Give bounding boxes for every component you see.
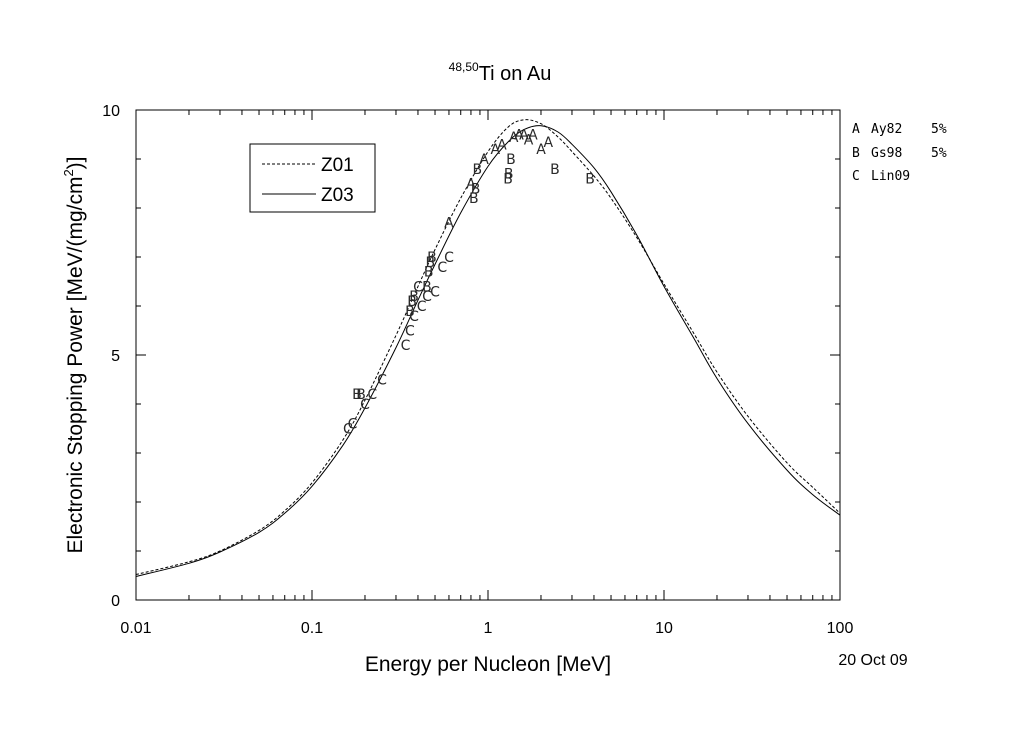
curve-legend-box [249,143,376,213]
data-point-b: B [504,167,514,183]
plot-frame [135,109,841,601]
data-point-c: C [437,260,447,276]
data-point-a: A [528,128,538,144]
data-point-b: B [352,387,362,403]
data-point-c: C [444,250,454,266]
data-point-a: A [524,132,534,148]
data-point-b: B [471,181,481,197]
data-point-c: C [430,284,440,300]
data-legend-name-b: Gs98 [871,146,902,161]
data-point-b: B [503,172,513,188]
y-tick-label: 5 [111,348,120,365]
data-legend-error-b: 5% [931,146,947,161]
x-axis-ticks [135,110,841,600]
data-point-b: B [469,191,479,207]
data-legend-name-c: Lin09 [871,169,910,184]
data-legend-marker-a: A [852,122,860,137]
data-legend-name-a: Ay82 [871,122,902,137]
data-point-c: C [422,289,432,305]
data-point-b: B [425,255,435,271]
x-tick-label: 10 [655,620,673,637]
data-point-a: A [490,142,500,158]
data-point-a: A [509,130,519,146]
data-source-legend: A Ay82 5% B Gs98 5% C Lin09 [852,122,947,184]
y-axis-label-sup: 2 [61,169,76,176]
data-point-c: C [367,387,377,403]
data-legend-row-c: C Lin09 [852,169,910,184]
x-tick-label: 1 [484,620,493,637]
legend-label-z03: Z03 [321,185,354,206]
data-point-b: B [405,304,415,320]
data-point-b: B [424,265,434,281]
data-legend-marker-b: B [852,146,860,161]
data-point-c: C [377,373,387,389]
data-point-a: A [514,128,524,144]
data-legend-row-a: A Ay82 5% [852,122,947,137]
data-point-b: B [407,294,417,310]
chart-title-superscript: 48,50 [449,60,479,74]
data-point-c: C [401,338,411,354]
x-axis-tick-labels: 0.01 0.1 1 10 100 [120,620,853,637]
data-point-c: C [348,417,358,433]
series-line-z01 [135,119,841,575]
y-tick-label: 10 [102,103,120,120]
curve-legend: Z01 Z03 [249,143,376,213]
x-tick-label: 0.1 [301,620,323,637]
data-point-b: B [585,172,595,188]
data-point-c: C [417,299,427,315]
series-line-z03 [135,125,841,577]
data-legend-row-b: B Gs98 5% [852,146,947,161]
data-point-a: A [536,142,546,158]
legend-label-z01: Z01 [321,155,354,176]
x-tick-label: 0.01 [120,620,151,637]
data-legend-marker-c: C [852,169,860,184]
y-axis-label: Electronic Stopping Power [MeV/(mg/cm2)] [61,156,87,553]
data-point-b: B [427,250,437,266]
x-axis-label: Energy per Nucleon [MeV] [365,653,611,676]
data-point-b: B [356,387,366,403]
data-legend-error-a: 5% [931,122,947,137]
chart-title: 48,50Ti on Au [449,60,552,85]
data-point-b: B [409,289,419,305]
data-point-a: A [466,177,476,193]
data-point-c: C [413,279,423,295]
y-axis-ticks [136,109,840,601]
data-point-c: C [360,397,370,413]
data-point-b: B [506,152,516,168]
data-point-a: A [519,128,529,144]
data-point-a: A [543,135,553,151]
data-point-c: C [409,309,419,325]
data-point-a: A [497,137,507,153]
data-point-a: A [444,216,454,232]
y-tick-label: 0 [111,593,120,610]
x-tick-label: 100 [827,620,854,637]
data-point-b: B [550,162,560,178]
date-label: 20 Oct 09 [838,652,907,669]
data-point-c: C [343,422,353,438]
data-point-a: A [479,152,489,168]
data-point-c: C [405,324,415,340]
y-axis-tick-labels: 0 5 10 [102,103,120,610]
y-axis-label-end: )] [64,156,87,169]
data-point-b: B [473,162,483,178]
series-layer [135,119,841,577]
chart-title-text: Ti on Au [479,63,552,85]
data-point-b: B [422,279,432,295]
y-axis-label-main: Electronic Stopping Power [MeV/(mg/cm [64,177,87,554]
